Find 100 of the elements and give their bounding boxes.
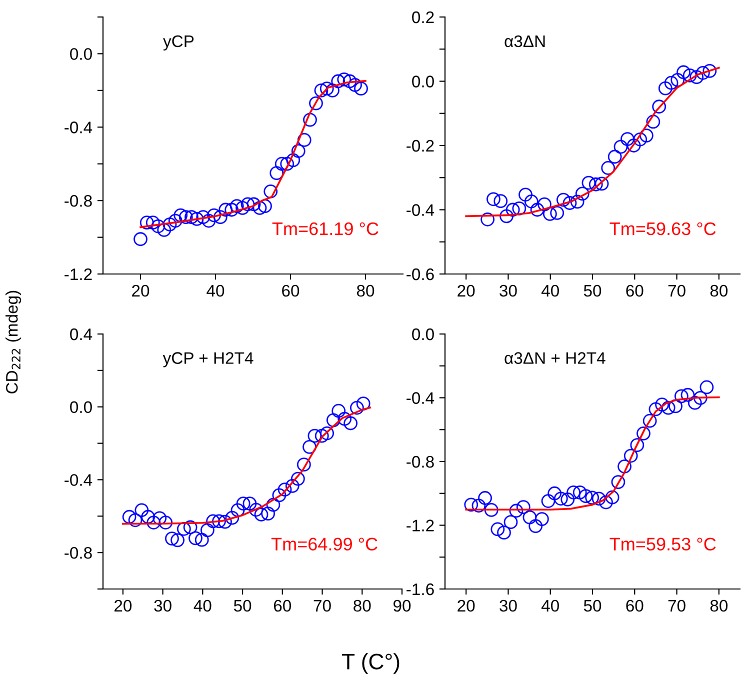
point — [608, 150, 622, 164]
point — [207, 208, 221, 222]
point — [332, 404, 346, 418]
x-tick-label: 30 — [500, 284, 517, 297]
point — [206, 514, 220, 528]
point — [326, 83, 340, 98]
point — [224, 202, 239, 217]
x-tick-label: 60 — [626, 284, 644, 297]
point — [702, 64, 717, 78]
point — [633, 132, 648, 146]
point — [655, 398, 669, 412]
point — [320, 426, 334, 440]
point — [258, 199, 272, 214]
point — [218, 514, 232, 529]
point — [652, 100, 666, 114]
point — [494, 194, 508, 208]
point — [326, 413, 340, 428]
point — [338, 412, 352, 426]
point — [700, 380, 714, 394]
y-tick-label: -0.4 — [64, 474, 92, 486]
point — [556, 192, 570, 207]
x-axis-title: T (C°) — [342, 653, 400, 674]
point — [522, 510, 537, 524]
point — [594, 176, 609, 191]
point — [658, 81, 672, 96]
point — [314, 428, 329, 443]
x-tick-label: 70 — [314, 600, 331, 612]
point — [242, 496, 257, 511]
point — [484, 503, 498, 517]
point — [249, 502, 264, 517]
point — [548, 486, 562, 500]
point — [350, 400, 364, 415]
point — [157, 223, 172, 237]
point — [264, 184, 278, 198]
point — [354, 82, 368, 96]
point — [165, 532, 179, 546]
point — [582, 176, 596, 190]
point — [176, 522, 191, 536]
x-tick-label: 80 — [356, 284, 374, 297]
y-tick-label: -1.6 — [406, 583, 434, 596]
x-tick-label: 20 — [458, 284, 475, 297]
point — [614, 140, 628, 154]
point — [509, 504, 524, 518]
point — [309, 96, 323, 110]
point — [506, 202, 520, 217]
point — [285, 478, 300, 493]
point — [688, 396, 702, 410]
point — [592, 492, 606, 506]
point — [286, 153, 300, 168]
point — [696, 66, 710, 80]
annotation: Tm=64.99 °C — [271, 538, 378, 550]
annotation: Tm=61.19 °C — [272, 222, 378, 236]
x-tick-label: 30 — [500, 600, 517, 612]
point — [472, 498, 486, 513]
point — [478, 491, 492, 505]
y-tick-label: 0.0 — [70, 48, 92, 60]
x-tick-label: 40 — [541, 600, 559, 612]
x-tick-label: 80 — [354, 600, 371, 612]
point — [605, 490, 620, 504]
x-tick-label: 90 — [394, 600, 411, 612]
x-tick-label: 80 — [710, 600, 728, 612]
point — [693, 390, 708, 405]
point — [272, 488, 286, 502]
point — [296, 458, 311, 472]
point — [585, 490, 600, 505]
point — [162, 217, 177, 232]
y-tick-label: 0.0 — [412, 328, 434, 340]
x-tick-label: 60 — [626, 600, 644, 612]
point — [624, 448, 638, 463]
point — [599, 495, 613, 510]
point — [348, 78, 362, 92]
point — [194, 532, 209, 547]
point — [134, 232, 148, 246]
x-tick-label: 70 — [668, 284, 686, 297]
point — [225, 510, 240, 525]
point — [674, 389, 688, 404]
point — [314, 83, 328, 98]
point — [246, 197, 261, 212]
point — [200, 523, 214, 538]
point — [690, 70, 704, 84]
point — [140, 216, 154, 230]
point — [184, 210, 198, 224]
x-tick-label: 70 — [668, 600, 686, 612]
point — [541, 494, 556, 508]
point — [254, 508, 268, 522]
point — [618, 459, 632, 474]
x-tick-label: 20 — [114, 600, 132, 612]
point — [578, 489, 593, 504]
point — [572, 485, 587, 500]
point — [252, 200, 267, 215]
point — [230, 503, 245, 518]
point — [554, 492, 568, 506]
x-tick-label: 40 — [206, 284, 224, 297]
point — [642, 414, 657, 428]
point — [183, 520, 198, 534]
y-tick-label: -1.2 — [64, 268, 92, 280]
point — [320, 82, 334, 96]
point — [291, 144, 306, 158]
point — [670, 73, 685, 87]
point — [122, 510, 136, 524]
